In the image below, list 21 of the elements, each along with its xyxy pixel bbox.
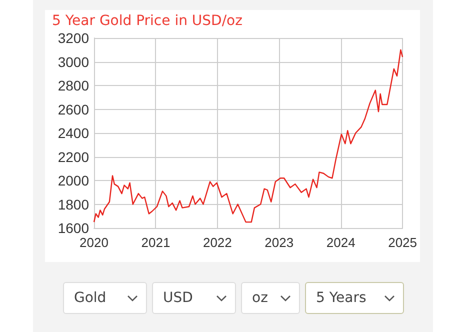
text: 5 Years	[316, 290, 366, 306]
x-tick-label: 2020	[80, 235, 108, 250]
chart-title: 5 Year Gold Price in USD/oz	[52, 13, 242, 29]
text: Gold	[74, 290, 106, 306]
y-tick-label: 1600	[58, 220, 90, 236]
text: USD	[163, 290, 193, 306]
y-tick-label: 2400	[58, 125, 90, 141]
x-tick-label: 2021	[141, 235, 170, 250]
x-tick-label: 2022	[202, 235, 232, 250]
x-tick-label: 2025	[388, 235, 417, 250]
line-series	[93, 49, 404, 223]
y-tick-label: 1800	[58, 196, 90, 212]
y-tick-label: 2600	[58, 101, 90, 118]
y-tick-label: 3000	[58, 54, 90, 70]
y-tick-label: 2000	[58, 172, 90, 188]
x-tick-label: 2023	[264, 235, 294, 250]
y-tick-label: 2200	[58, 148, 90, 165]
y-tick-label: 2800	[58, 78, 90, 94]
y-tick-label: 3200	[58, 30, 90, 46]
x-tick-label: 2024	[326, 235, 356, 250]
text: oz	[252, 290, 268, 306]
